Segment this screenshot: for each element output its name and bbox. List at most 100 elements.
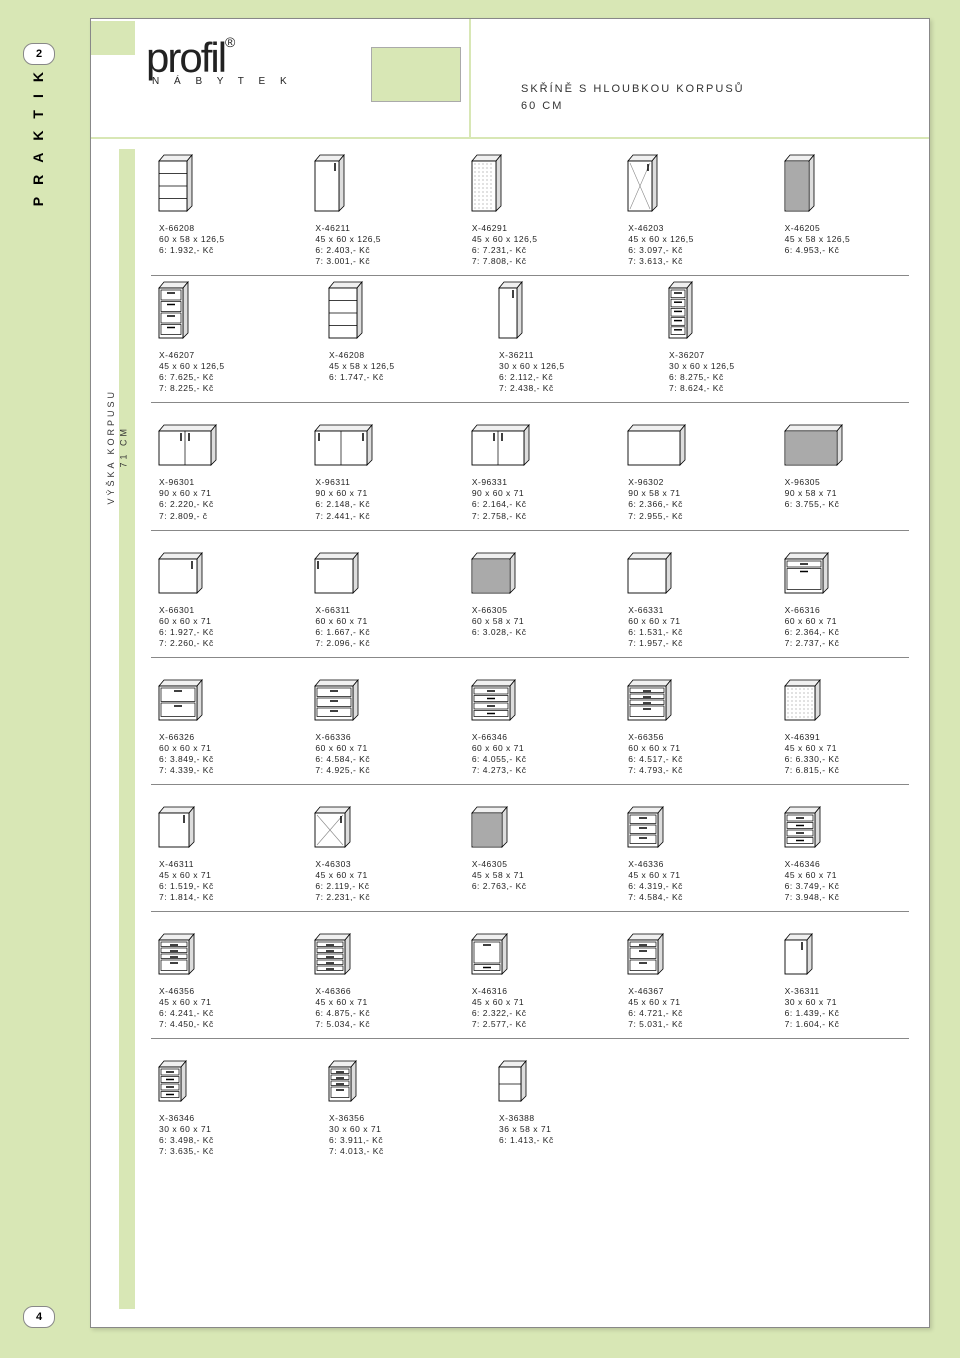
page-number-top: 2 — [23, 43, 55, 65]
product-label: X-4629145 x 60 x 126,56: 7.231,- Kč7: 7.… — [472, 223, 588, 267]
product-label: X-4620345 x 60 x 126,56: 3.097,- Kč7: 3.… — [628, 223, 744, 267]
cabinet-icon — [785, 415, 843, 473]
product-label: X-9633190 x 60 x 716: 2.164,- Kč7: 2.758… — [472, 477, 588, 521]
cabinet-icon — [628, 543, 686, 601]
product-item: X-6634660 x 60 x 716: 4.055,- Kč7: 4.273… — [472, 670, 588, 776]
header: profil® N Á B Y T E K SKŘÍNĚ S HLOUBKOU … — [91, 19, 929, 139]
product-item: X-6631660 x 60 x 716: 2.364,- Kč7: 2.737… — [785, 543, 901, 649]
product-label: X-6631660 x 60 x 716: 2.364,- Kč7: 2.737… — [785, 605, 901, 649]
cabinet-icon — [785, 670, 843, 728]
product-row: X-6632660 x 60 x 716: 3.849,- Kč7: 4.339… — [151, 658, 909, 785]
header-divider-h — [91, 137, 929, 139]
product-item: X-4634645 x 60 x 716: 3.749,- Kč7: 3.948… — [785, 797, 901, 903]
product-row: X-4635645 x 60 x 716: 4.241,- Kč7: 4.450… — [151, 912, 909, 1039]
header-divider-v — [469, 19, 471, 139]
product-item: X-9631190 x 60 x 716: 2.148,- Kč7: 2.441… — [315, 415, 431, 521]
left-stripe — [119, 149, 135, 1309]
cabinet-icon — [785, 543, 843, 601]
product-label: X-3631130 x 60 x 716: 1.439,- Kč7: 1.604… — [785, 986, 901, 1030]
product-label: X-4630345 x 60 x 716: 2.119,- Kč7: 2.231… — [315, 859, 431, 903]
product-item: X-6630160 x 60 x 716: 1.927,- Kč7: 2.260… — [159, 543, 275, 649]
title-line2: 60 CM — [521, 98, 745, 115]
product-label: X-9630590 x 58 x 716: 3.755,- Kč — [785, 477, 901, 510]
product-label: X-4631645 x 60 x 716: 2.322,- Kč7: 2.577… — [472, 986, 588, 1030]
product-label: X-6634660 x 60 x 716: 4.055,- Kč7: 4.273… — [472, 732, 588, 776]
product-item: X-6630560 x 58 x 716: 3.028,- Kč — [472, 543, 588, 649]
product-item: X-4620845 x 58 x 126,56: 1.747,- Kč — [329, 288, 459, 394]
cabinet-icon — [315, 161, 373, 219]
brand-logo: profil® N Á B Y T E K — [146, 34, 293, 87]
product-label: X-3621130 x 60 x 126,56: 2.112,- Kč7: 2.… — [499, 350, 629, 394]
product-item: X-4620545 x 58 x 126,56: 4.953,- Kč — [785, 161, 901, 267]
product-label: X-6630560 x 58 x 716: 3.028,- Kč — [472, 605, 588, 638]
cabinet-icon — [329, 1051, 387, 1109]
cabinet-icon — [472, 670, 530, 728]
product-label: X-4620845 x 58 x 126,56: 1.747,- Kč — [329, 350, 459, 383]
cabinet-icon — [499, 1051, 557, 1109]
cabinet-icon — [315, 797, 373, 855]
cabinet-icon — [472, 797, 530, 855]
product-item: X-4636745 x 60 x 716: 4.721,- Kč7: 5.031… — [628, 924, 744, 1030]
logo-subtitle: N Á B Y T E K — [146, 76, 293, 87]
product-row: X-6630160 x 60 x 716: 1.927,- Kč7: 2.260… — [151, 531, 909, 658]
product-item: X-3635630 x 60 x 716: 3.911,- Kč7: 4.013… — [329, 1051, 459, 1157]
content-area: VÝŠKA KORPUSU71 CM X-6620860 x 58 x 126,… — [151, 149, 909, 1309]
product-item: X-3634630 x 60 x 716: 3.498,- Kč7: 3.635… — [159, 1051, 289, 1157]
product-item: X-4635645 x 60 x 716: 4.241,- Kč7: 4.450… — [159, 924, 275, 1030]
cabinet-icon — [499, 288, 557, 346]
product-item: X-4630545 x 58 x 716: 2.763,- Kč — [472, 797, 588, 903]
product-label: X-9631190 x 60 x 716: 2.148,- Kč7: 2.441… — [315, 477, 431, 521]
product-label: X-4633645 x 60 x 716: 4.319,- Kč7: 4.584… — [628, 859, 744, 903]
cabinet-icon — [628, 797, 686, 855]
product-item: X-9630590 x 58 x 716: 3.755,- Kč — [785, 415, 901, 521]
product-label: X-6630160 x 60 x 716: 1.927,- Kč7: 2.260… — [159, 605, 275, 649]
registered-mark: ® — [225, 34, 233, 50]
cabinet-icon — [159, 288, 217, 346]
cabinet-icon — [159, 924, 217, 982]
product-label: X-4636745 x 60 x 716: 4.721,- Kč7: 5.031… — [628, 986, 744, 1030]
cabinet-icon — [472, 415, 530, 473]
product-row: X-9630190 x 60 x 716: 2.220,- Kč7: 2.809… — [151, 403, 909, 530]
cabinet-icon — [159, 670, 217, 728]
product-label: X-4636645 x 60 x 716: 4.875,- Kč7: 5.034… — [315, 986, 431, 1030]
cabinet-icon — [329, 288, 387, 346]
cabinet-icon — [785, 924, 843, 982]
product-item: X-4629145 x 60 x 126,56: 7.231,- Kč7: 7.… — [472, 161, 588, 267]
product-label: X-6632660 x 60 x 716: 3.849,- Kč7: 4.339… — [159, 732, 275, 776]
product-label: X-9630290 x 58 x 716: 2.366,- Kč7: 2.955… — [628, 477, 744, 521]
page-container: profil® N Á B Y T E K SKŘÍNĚ S HLOUBKOU … — [90, 18, 930, 1328]
product-label: X-6620860 x 58 x 126,56: 1.932,- Kč — [159, 223, 275, 256]
cabinet-icon — [472, 543, 530, 601]
cabinet-icon — [315, 670, 373, 728]
cabinet-icon — [628, 924, 686, 982]
product-label: X-4620545 x 58 x 126,56: 4.953,- Kč — [785, 223, 901, 256]
product-item: X-6631160 x 60 x 716: 1.667,- Kč7: 2.096… — [315, 543, 431, 649]
product-item: X-4636645 x 60 x 716: 4.875,- Kč7: 5.034… — [315, 924, 431, 1030]
cabinet-icon — [159, 797, 217, 855]
product-item: X-6635660 x 60 x 716: 4.517,- Kč7: 4.793… — [628, 670, 744, 776]
product-item: X-4620345 x 60 x 126,56: 3.097,- Kč7: 3.… — [628, 161, 744, 267]
cabinet-icon — [472, 924, 530, 982]
product-label: X-3620730 x 60 x 126,56: 8.275,- Kč7: 8.… — [669, 350, 799, 394]
product-item: X-3638836 x 58 x 716: 1.413,- Kč — [499, 1051, 629, 1157]
product-label: X-4621145 x 60 x 126,56: 2.403,- Kč7: 3.… — [315, 223, 431, 267]
product-row: X-4631145 x 60 x 716: 1.519,- Kč7: 1.814… — [151, 785, 909, 912]
product-item: X-3621130 x 60 x 126,56: 2.112,- Kč7: 2.… — [499, 288, 629, 394]
product-item: X-4620745 x 60 x 126,56: 7.625,- Kč7: 8.… — [159, 288, 289, 394]
product-row: X-4620745 x 60 x 126,56: 7.625,- Kč7: 8.… — [151, 276, 909, 403]
product-label: X-4631145 x 60 x 716: 1.519,- Kč7: 1.814… — [159, 859, 275, 903]
product-label: X-4639145 x 60 x 716: 6.330,- Kč7: 6.815… — [785, 732, 901, 776]
title-line1: SKŘÍNĚ S HLOUBKOU KORPUSŮ — [521, 81, 745, 98]
product-item: X-4633645 x 60 x 716: 4.319,- Kč7: 4.584… — [628, 797, 744, 903]
cabinet-icon — [628, 670, 686, 728]
product-label: X-3635630 x 60 x 716: 3.911,- Kč7: 4.013… — [329, 1113, 459, 1157]
product-item: X-9633190 x 60 x 716: 2.164,- Kč7: 2.758… — [472, 415, 588, 521]
logo-text: profil — [146, 34, 225, 81]
product-label: X-4630545 x 58 x 716: 2.763,- Kč — [472, 859, 588, 892]
product-item: X-9630290 x 58 x 716: 2.366,- Kč7: 2.955… — [628, 415, 744, 521]
product-item: X-3631130 x 60 x 716: 1.439,- Kč7: 1.604… — [785, 924, 901, 1030]
cabinet-icon — [785, 161, 843, 219]
product-label: X-9630190 x 60 x 716: 2.220,- Kč7: 2.809… — [159, 477, 275, 521]
product-item: X-4631645 x 60 x 716: 2.322,- Kč7: 2.577… — [472, 924, 588, 1030]
cabinet-icon — [315, 924, 373, 982]
